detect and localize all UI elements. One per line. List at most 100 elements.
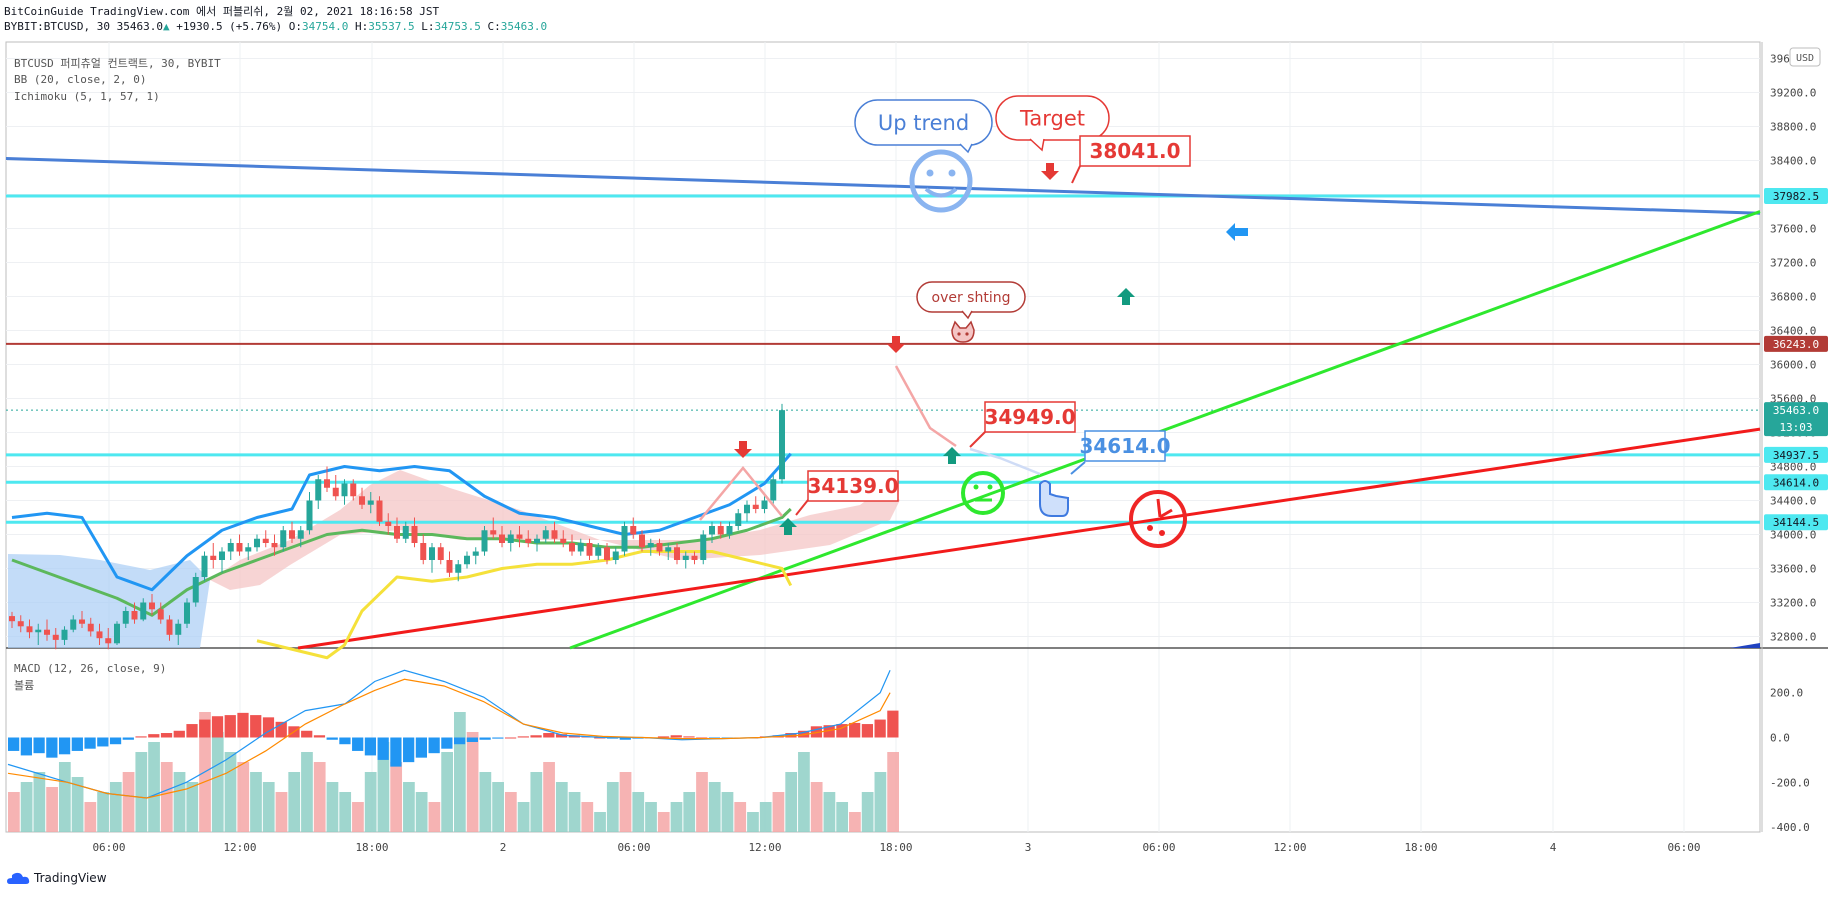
candle-body (630, 526, 637, 535)
volume-bar (46, 787, 58, 832)
candle-body (105, 638, 112, 644)
candle-body (446, 560, 453, 573)
publish-line: BitCoinGuide TradingView.com 에서 퍼블리쉬, 2월… (4, 5, 440, 18)
candle-body (525, 538, 532, 543)
macd-hist-bar (97, 737, 109, 747)
projection-path (894, 365, 957, 448)
candle-body (315, 479, 322, 501)
macd-hist-bar (8, 737, 20, 751)
low-value: 34753.5 (434, 20, 481, 33)
candle-body (236, 543, 243, 552)
macd-hist-bar (594, 737, 606, 739)
time-tick: 06:00 (92, 841, 125, 854)
arrow-down-icon (1041, 163, 1059, 180)
price-tick: 33600.0 (1770, 563, 1816, 576)
level-label: 34614.0 (1773, 476, 1819, 489)
neutral-face (961, 471, 1005, 515)
macd-hist-bar (224, 715, 236, 738)
macd-hist-bar (275, 721, 287, 738)
price-tick: 33200.0 (1770, 597, 1816, 610)
volume-bar (836, 802, 849, 832)
volume-bar (84, 802, 97, 832)
macd-hist-bar (823, 725, 835, 738)
volume-bar (415, 792, 428, 832)
cat-eye (957, 332, 961, 336)
candle-body (761, 500, 768, 509)
candle-body (717, 526, 724, 535)
candle-body (35, 629, 42, 633)
volume-bar (97, 792, 109, 832)
price-tick: 38800.0 (1770, 121, 1816, 134)
price-tick: 36800.0 (1770, 291, 1816, 304)
volume-bar (606, 782, 619, 832)
time-tick: 3 (1025, 841, 1032, 854)
volume-bar (58, 762, 71, 832)
macd-hist-bar (33, 737, 45, 754)
volume-bar (403, 782, 415, 832)
candle-body (779, 410, 785, 480)
candle-body (682, 555, 689, 560)
candle-body (280, 530, 287, 548)
price-tick: 36000.0 (1770, 359, 1816, 372)
countdown-label: 13:03 (1779, 421, 1812, 434)
level-label: 37982.5 (1773, 190, 1819, 203)
volume-bar (441, 752, 453, 832)
candle-body (691, 555, 698, 560)
crying-eye (1147, 525, 1153, 531)
level-label-bg (1764, 514, 1828, 531)
candle-body (481, 530, 488, 552)
crying-face (1129, 490, 1187, 548)
time-tick: 18:00 (879, 841, 912, 854)
macd-hist-bar (326, 737, 338, 740)
symbol: BYBIT:BTCUSD, 30 (4, 20, 110, 33)
time-axis[interactable]: 06:00 12:00 18:00 2 06:00 12:00 18:00 3 06:00 12:… (92, 841, 1700, 854)
level-label: 34937.5 (1773, 449, 1819, 462)
volume-bar (301, 752, 313, 832)
price-tick: 38400.0 (1770, 155, 1816, 168)
level-label-bg (1764, 474, 1828, 491)
level-label-bg (1764, 187, 1828, 204)
macd-hist-bar (428, 737, 440, 754)
blue-trendline (5, 157, 1761, 215)
candle-body (700, 534, 707, 560)
macd-hist-bar (555, 734, 568, 738)
macd-hist-bar (683, 736, 695, 738)
candle-body (79, 619, 85, 624)
macd-hist-bar (517, 736, 529, 738)
candle-body (455, 564, 462, 573)
candle-body (735, 513, 742, 526)
price-axis[interactable]: 32800.0 33200.0 33600.0 34000.0 34400.0 34800… (1764, 47, 1828, 834)
tag-connector (969, 431, 986, 448)
tag-34614-label: 34614.0 (1079, 434, 1170, 458)
candle-body (420, 543, 427, 560)
chart-frame (5, 41, 1761, 833)
tradingview-logo[interactable]: TradingView (6, 871, 107, 885)
smiley-mouth (924, 187, 958, 198)
crying-line (1159, 508, 1173, 519)
arrow-up-icon (943, 447, 961, 464)
volume-bar (657, 812, 670, 832)
macd-hist-bar (20, 737, 32, 756)
macd-hist-bar (874, 719, 886, 738)
macd-hist-bar (810, 726, 823, 738)
macd-hist-bar (186, 724, 198, 738)
candle-body (709, 526, 715, 535)
macd-hist-bar (696, 737, 708, 739)
time-tick: 12:00 (1273, 841, 1306, 854)
volume-bar (708, 782, 721, 832)
time-tick: 06:00 (617, 841, 650, 854)
macd-hist-bar (122, 737, 134, 740)
macd-hist-bar (861, 724, 874, 738)
volume-bar (20, 782, 33, 832)
signal-line (7, 678, 891, 799)
bb-lower (256, 550, 793, 660)
volume-bar (504, 792, 517, 832)
target-tail (1029, 138, 1045, 152)
candle-body (665, 547, 672, 552)
candle-body (411, 526, 418, 543)
candle-body (96, 631, 103, 639)
cat-eye (965, 332, 969, 336)
price-tick: 34800.0 (1770, 461, 1816, 474)
